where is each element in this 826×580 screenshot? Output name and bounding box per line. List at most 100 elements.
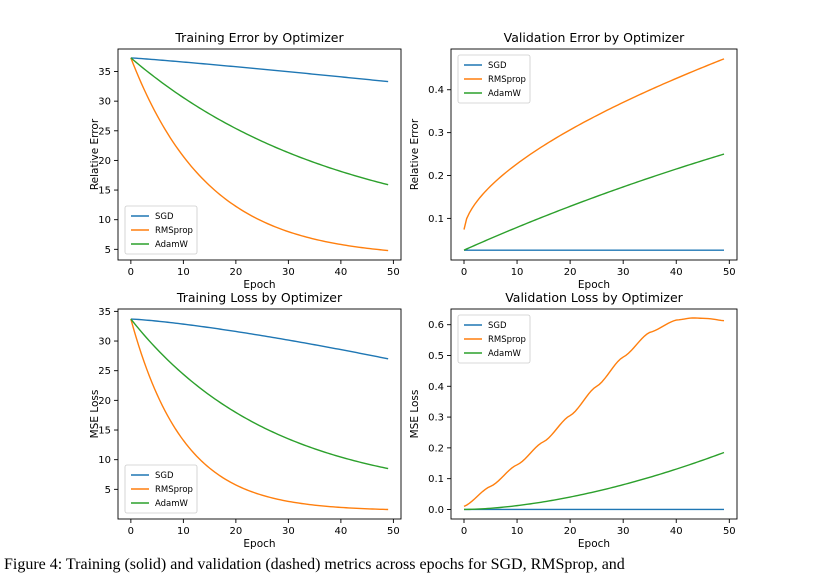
x-tick-label: 0 — [128, 267, 134, 278]
chart-panel-1: Training Error by Optimizer 0 10 20 30 40 50 5 1… — [89, 30, 402, 291]
axes-frame — [450, 308, 738, 520]
x-tick-label: 30 — [617, 526, 630, 537]
legend-label-sgd: SGD — [155, 471, 174, 481]
y-tick-label: 0.0 — [428, 505, 444, 516]
y-axis-label: MSE Loss — [89, 390, 101, 439]
x-tick-label: 20 — [230, 526, 243, 537]
series-line-adamw — [463, 153, 725, 251]
legend-label-rmsprop: RMSprop — [155, 226, 193, 236]
series-line-adamw — [130, 318, 389, 470]
series-line-adamw — [130, 57, 389, 186]
x-tick-label: 10 — [511, 267, 524, 278]
x-tick-label: 0 — [461, 267, 467, 278]
y-tick-label: 5 — [105, 245, 111, 256]
x-tick-label: 0 — [461, 526, 467, 537]
x-axis-label: Epoch — [578, 538, 610, 550]
legend-box — [457, 54, 531, 104]
series-line-rmsprop — [463, 58, 725, 230]
y-tick-label: 10 — [98, 455, 111, 466]
y-tick-label: 0.3 — [428, 413, 444, 424]
x-axis-label: Epoch — [243, 538, 275, 550]
legend-label-rmsprop: RMSprop — [155, 485, 193, 495]
figure-caption: Figure 4: Training (solid) and validatio… — [4, 556, 625, 573]
x-tick-label: 40 — [335, 267, 348, 278]
chart-panel-3: Training Loss by Optimizer 0 10 20 30 40 50 5 10… — [89, 290, 402, 550]
legend: SGD RMSprop AdamW — [457, 314, 531, 364]
x-tick-label: 40 — [670, 267, 683, 278]
chart-panel-4: Validation Loss by Optimizer 0 10 20 30 40 50 0… — [409, 290, 738, 550]
legend-label-adamw: AdamW — [488, 89, 522, 99]
series-line-rmsprop — [130, 318, 389, 511]
legend-label-adamw: AdamW — [155, 499, 189, 509]
x-tick-label: 10 — [511, 526, 524, 537]
legend-label-sgd: SGD — [488, 321, 507, 331]
series-line-sgd — [130, 57, 389, 83]
legend-label-adamw: AdamW — [155, 240, 189, 250]
x-tick-label: 0 — [128, 526, 134, 537]
y-tick-label: 20 — [98, 156, 111, 167]
x-tick-label: 30 — [282, 526, 295, 537]
x-tick-label: 40 — [670, 526, 683, 537]
legend-label-rmsprop: RMSprop — [488, 75, 526, 85]
x-tick-label: 50 — [723, 267, 736, 278]
series-line-rmsprop — [130, 57, 389, 252]
x-tick-label: 40 — [335, 526, 348, 537]
legend-label-adamw: AdamW — [488, 349, 522, 359]
y-tick-label: 35 — [98, 67, 111, 78]
y-tick-label: 35 — [98, 307, 111, 318]
chart-title: Training Loss by Optimizer — [176, 290, 343, 305]
y-tick-label: 15 — [98, 186, 111, 197]
y-tick-label: 0.4 — [428, 382, 444, 393]
y-tick-label: 0.4 — [428, 85, 444, 96]
y-tick-label: 0.2 — [428, 443, 444, 454]
y-tick-label: 0.2 — [428, 171, 444, 182]
y-tick-label: 5 — [105, 485, 111, 496]
axes-frame — [450, 48, 738, 261]
x-tick-label: 30 — [617, 267, 630, 278]
y-tick-label: 0.1 — [428, 474, 444, 485]
y-tick-label: 30 — [98, 97, 111, 108]
legend: SGD RMSprop AdamW — [124, 464, 198, 514]
chart-title: Validation Error by Optimizer — [504, 30, 685, 45]
series-line-rmsprop — [463, 317, 725, 508]
series-line-adamw — [463, 451, 725, 511]
y-axis-label: Relative Error — [89, 118, 101, 190]
legend-label-sgd: SGD — [488, 61, 507, 71]
chart-title: Training Error by Optimizer — [174, 30, 344, 45]
y-tick-label: 30 — [98, 337, 111, 348]
legend-box — [457, 314, 531, 364]
legend-box — [124, 464, 198, 514]
x-tick-label: 20 — [564, 267, 577, 278]
y-tick-label: 25 — [98, 366, 111, 377]
axes-frame — [117, 308, 402, 520]
legend-label-sgd: SGD — [155, 212, 174, 222]
x-tick-label: 50 — [387, 267, 400, 278]
y-axis-label: Relative Error — [409, 118, 421, 190]
y-axis-label: MSE Loss — [409, 390, 421, 439]
axes-frame — [117, 48, 402, 261]
y-tick-label: 10 — [98, 215, 111, 226]
x-tick-label: 20 — [564, 526, 577, 537]
series-line-sgd — [130, 318, 389, 360]
x-tick-label: 50 — [723, 526, 736, 537]
chart-title: Validation Loss by Optimizer — [505, 290, 683, 305]
legend: SGD RMSprop AdamW — [457, 54, 531, 104]
y-tick-label: 0.1 — [428, 214, 444, 225]
legend-label-rmsprop: RMSprop — [488, 335, 526, 345]
y-tick-label: 0.3 — [428, 128, 444, 139]
x-tick-label: 20 — [230, 267, 243, 278]
y-tick-label: 25 — [98, 126, 111, 137]
y-tick-label: 20 — [98, 396, 111, 407]
x-tick-label: 10 — [177, 526, 190, 537]
chart-panel-2: Validation Error by Optimizer 0 10 20 30 40 50… — [409, 30, 738, 291]
y-tick-label: 0.6 — [428, 320, 444, 331]
x-tick-label: 30 — [282, 267, 295, 278]
x-axis-label: Epoch — [578, 279, 610, 291]
y-tick-label: 15 — [98, 426, 111, 437]
x-tick-label: 50 — [387, 526, 400, 537]
legend: SGD RMSprop AdamW — [124, 205, 198, 255]
x-axis-label: Epoch — [243, 279, 275, 291]
x-tick-label: 10 — [177, 267, 190, 278]
y-tick-label: 0.5 — [428, 351, 444, 362]
